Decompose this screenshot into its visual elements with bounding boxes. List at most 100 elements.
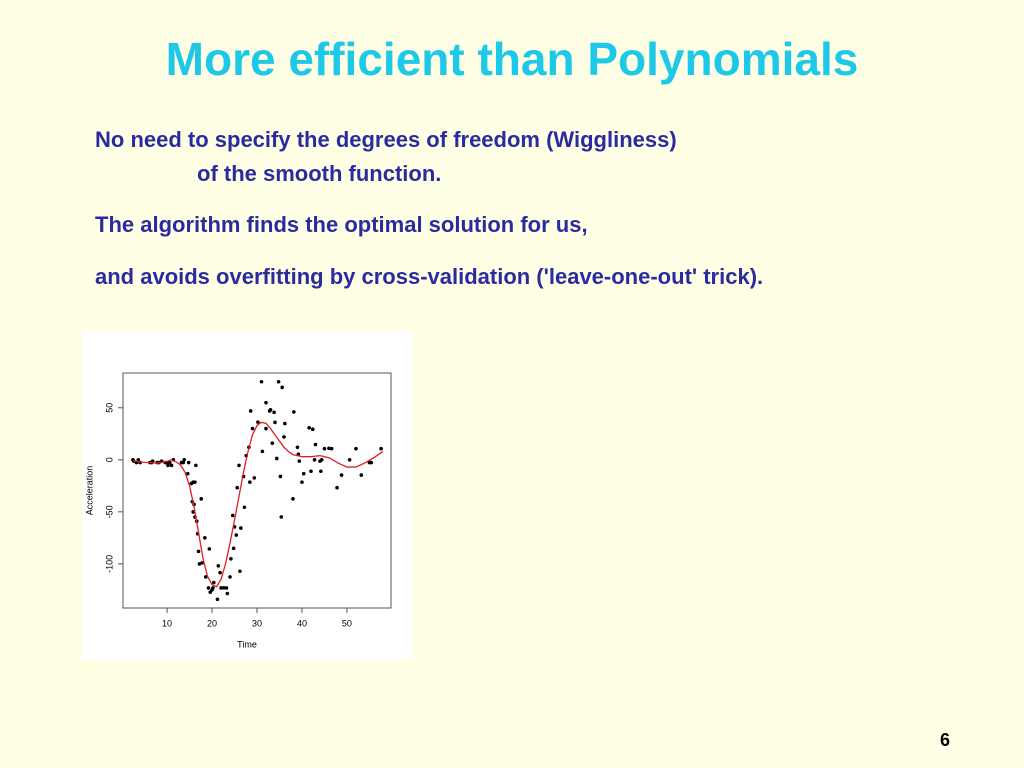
fit-line (132, 421, 384, 588)
data-point (252, 476, 257, 480)
data-point (260, 449, 265, 454)
data-point (193, 480, 197, 484)
data-point (182, 457, 186, 462)
data-point (210, 588, 214, 592)
data-point (234, 533, 239, 537)
data-point (264, 426, 268, 431)
x-tick-label: 20 (207, 618, 217, 628)
data-point (256, 420, 260, 424)
x-tick-label: 40 (297, 618, 307, 628)
data-point (203, 536, 207, 540)
data-point (312, 457, 317, 462)
data-point (248, 480, 252, 484)
data-point (259, 379, 264, 384)
data-point (307, 425, 311, 430)
data-point (166, 463, 170, 468)
data-point (291, 497, 295, 501)
data-point (218, 570, 222, 575)
chart: Time Acceleration 10 20 30 40 50 -100 -50 0 50 (82, 330, 412, 660)
data-point (297, 459, 302, 463)
data-point (238, 569, 242, 574)
data-point (292, 410, 296, 414)
page-number: 6 (940, 730, 951, 750)
data-point (339, 473, 344, 477)
data-point (310, 427, 315, 432)
data-point (248, 409, 253, 413)
body-text: and avoids overfitting by cross-validati… (95, 264, 764, 289)
data-point (279, 515, 284, 519)
data-point (206, 586, 211, 590)
data-point (224, 586, 229, 590)
data-point (169, 463, 174, 468)
data-point (309, 469, 313, 474)
x-tick-label: 50 (342, 618, 352, 628)
data-point (221, 586, 226, 590)
data-point (194, 463, 198, 468)
data-point (186, 460, 191, 465)
data-point (136, 457, 141, 462)
data-point (242, 505, 247, 510)
data-point (301, 471, 306, 476)
data-point (181, 460, 186, 465)
data-point (319, 457, 324, 462)
data-point (270, 441, 275, 445)
data-point (272, 410, 276, 415)
data-point (322, 446, 327, 451)
data-point (283, 421, 287, 426)
body-text: The algorithm finds the optimal solution… (95, 212, 588, 237)
body-text: No need to specify the degrees of freedo… (95, 127, 677, 152)
data-point (199, 497, 204, 501)
data-point (379, 446, 383, 451)
data-point (276, 379, 281, 384)
data-point (268, 408, 273, 412)
data-point (300, 480, 304, 484)
data-point (313, 442, 318, 447)
data-point (274, 456, 279, 461)
data-point (191, 510, 195, 514)
y-tick-label: -50 (104, 505, 114, 518)
data-point (329, 446, 334, 451)
data-point (185, 471, 190, 476)
data-point (335, 485, 339, 490)
body-text: of the smooth function. (197, 161, 442, 186)
data-point (225, 591, 230, 596)
data-point (369, 460, 374, 465)
data-point (229, 556, 233, 561)
data-point (215, 597, 220, 602)
data-point (359, 473, 364, 477)
data-point (354, 446, 358, 451)
y-axis-label: Acceleration (84, 466, 94, 516)
y-tick-label: -100 (104, 555, 114, 573)
y-tick-label: 50 (104, 403, 114, 413)
plot-frame (122, 372, 392, 609)
data-point (235, 485, 240, 490)
data-point (327, 446, 331, 451)
x-tick-label: 10 (162, 618, 172, 628)
data-point (167, 460, 172, 465)
data-point (278, 474, 283, 479)
data-point (295, 445, 300, 450)
data-point (219, 586, 223, 590)
data-point (264, 400, 268, 405)
data-point (207, 547, 212, 551)
data-point (282, 435, 286, 439)
x-tick-label: 30 (252, 618, 262, 628)
data-point (203, 575, 208, 579)
y-tick-label: 0 (104, 457, 114, 462)
data-point (273, 420, 277, 425)
data-point (319, 469, 323, 474)
data-point (230, 513, 235, 518)
data-point (228, 575, 232, 579)
x-axis-label: Time (237, 639, 257, 649)
data-point (197, 562, 202, 566)
data-point (239, 526, 243, 530)
data-point (250, 426, 255, 431)
data-point (196, 549, 201, 554)
data-point (231, 546, 236, 551)
data-point (212, 580, 216, 585)
data-point (280, 385, 284, 390)
slide-title: More efficient than Polynomials (165, 33, 859, 85)
data-point (237, 463, 241, 468)
data-point (216, 564, 221, 568)
